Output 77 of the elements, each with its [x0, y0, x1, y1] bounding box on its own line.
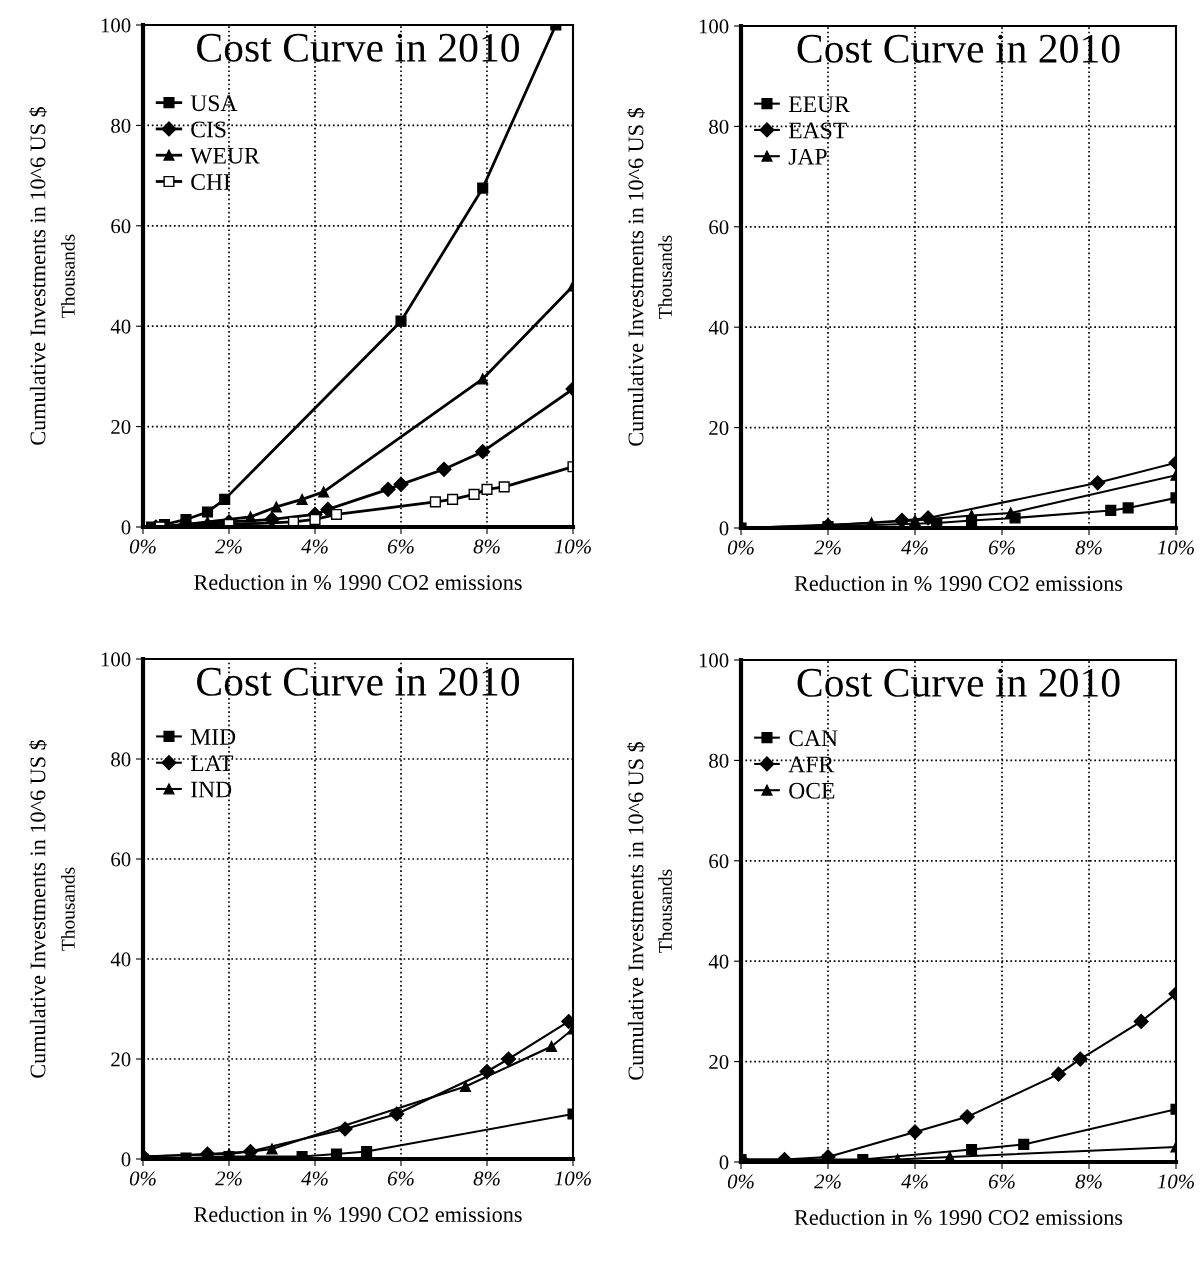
y-axis-title: Cumulative Investments in 10^6 US $: [627, 741, 645, 1080]
x-tick-label: 2%: [814, 540, 841, 555]
y-axis-title: Cumulative Investments in 10^6 US $: [29, 106, 47, 445]
y-tick-label: 0: [121, 520, 131, 535]
x-tick-label: 6%: [988, 540, 1015, 555]
y-tick-label: 0: [121, 1152, 131, 1167]
legend-label: EAST: [788, 122, 847, 139]
legend-label: CIS: [191, 121, 226, 138]
text: Thousands: [658, 235, 672, 319]
y-tick-label: 60: [111, 852, 131, 867]
legend-label: CHI: [191, 174, 231, 190]
x-axis-title: Reduction in % 1990 CO2 emissions: [794, 575, 1123, 592]
y-tick-label: 100: [101, 652, 131, 667]
legend-label: IND: [191, 781, 232, 798]
y-tick-label: 20: [111, 419, 131, 435]
y-tick-label: 100: [101, 18, 131, 33]
y-tick-label: 20: [111, 1052, 131, 1067]
chart-title: Cost Curve in 2010: [197, 33, 520, 62]
y-tick-label: 0: [719, 521, 729, 536]
y-tick-label: 60: [709, 854, 729, 869]
x-tick-label: 8%: [1075, 540, 1102, 555]
x-axis-title: Reduction in % 1990 CO2 emissions: [194, 574, 522, 591]
y-axis-title: Cumulative Investments in 10^6 US $: [29, 739, 47, 1078]
text: Thousands: [658, 869, 672, 953]
x-tick-label: 4%: [901, 540, 928, 555]
x-tick-label: 6%: [387, 1171, 414, 1186]
x-tick-label: 10%: [554, 1171, 591, 1186]
y-tick-label: 60: [111, 219, 131, 234]
y-tick-label: 40: [110, 952, 131, 967]
x-tick-label: 10%: [1157, 540, 1194, 555]
y-tick-label: 20: [709, 420, 729, 436]
x-tick-label: 0%: [727, 540, 754, 555]
y-tick-label: 0: [719, 1155, 729, 1170]
x-tick-label: 8%: [1075, 1174, 1102, 1189]
x-tick-label: 0%: [727, 1174, 754, 1189]
y-tick-label: 40: [110, 319, 131, 334]
x-tick-label: 4%: [901, 1174, 928, 1189]
text: Thousands: [61, 234, 75, 318]
chart-title: Cost Curve in 2010: [797, 668, 1120, 697]
y-tick-label: 80: [111, 118, 131, 133]
x-tick-label: 4%: [301, 539, 328, 554]
y-tick-label: 60: [709, 220, 729, 235]
y-axis-title: Cumulative Investments in 10^6 US $: [627, 107, 645, 446]
x-tick-label: 10%: [1157, 1174, 1194, 1189]
chart-title: Cost Curve in 2010: [797, 34, 1120, 63]
x-tick-label: 10%: [554, 539, 591, 554]
x-tick-label: 6%: [988, 1174, 1015, 1189]
x-tick-label: 2%: [215, 539, 242, 554]
x-tick-label: 2%: [215, 1171, 242, 1186]
y-tick-label: 80: [111, 752, 131, 767]
y-tick-label: 20: [709, 1054, 729, 1070]
y-tick-label: 100: [699, 653, 729, 668]
x-tick-label: 0%: [129, 539, 156, 554]
legend-label: WEUR: [190, 148, 260, 164]
legend-label: CAN: [789, 730, 838, 747]
y-tick-label: 80: [709, 753, 729, 768]
y-tick-label: 40: [708, 320, 729, 335]
chart-title: Cost Curve in 2010: [197, 667, 520, 696]
text: Thousands: [61, 867, 75, 951]
legend-label: EEUR: [788, 96, 850, 113]
legend-label: LAT: [190, 755, 234, 771]
legend-label: JAP: [788, 148, 827, 165]
legend-label: USA: [190, 95, 238, 112]
y-tick-label: 80: [709, 119, 729, 134]
x-tick-label: 8%: [473, 539, 500, 554]
y-tick-label: 100: [699, 19, 729, 34]
x-axis-title: Reduction in % 1990 CO2 emissions: [194, 1206, 522, 1223]
legend-label: AFR: [788, 756, 835, 773]
legend-label: OCE: [789, 782, 835, 799]
x-tick-label: 4%: [301, 1171, 328, 1186]
x-axis-title: Reduction in % 1990 CO2 emissions: [794, 1209, 1123, 1226]
x-tick-label: 8%: [473, 1171, 500, 1186]
x-tick-label: 6%: [387, 539, 414, 554]
x-tick-label: 0%: [129, 1171, 156, 1186]
x-tick-label: 2%: [814, 1174, 841, 1189]
y-tick-label: 40: [708, 954, 729, 969]
legend-label: MID: [190, 729, 236, 745]
